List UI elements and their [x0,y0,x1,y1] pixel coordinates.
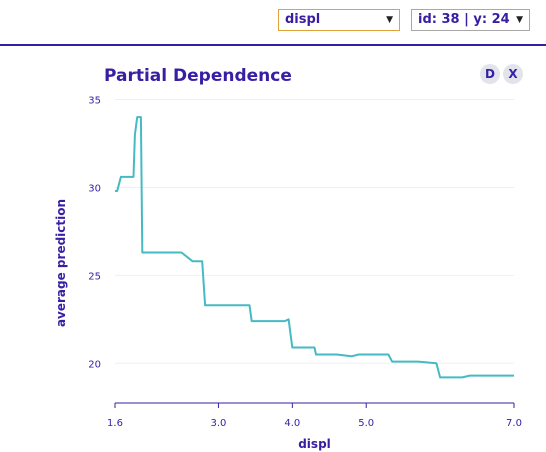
x-tick-label: 3.0 [210,418,226,429]
y-axis-title: average prediction [54,199,68,327]
y-tick-label: 30 [88,183,101,194]
dropdown-arrow-icon: ▼ [386,15,393,25]
d-button[interactable]: D [480,64,500,84]
partial-dependence-line [115,116,514,379]
chart-title: Partial Dependence [104,66,292,86]
x-tick-label: 7.0 [506,418,522,429]
x-tick-label: 1.6 [107,418,123,429]
x-tick-label: 5.0 [358,418,374,429]
observation-select[interactable]: id: 38 | y: 24 ▼ [411,9,530,31]
y-tick-label: 25 [88,271,101,282]
x-tick-label: 4.0 [284,418,300,429]
y-tick-label: 20 [88,359,101,370]
variable-select-value: displ [285,12,321,27]
dropdown-arrow-icon: ▼ [516,15,523,25]
toolbar: displ ▼ id: 38 | y: 24 ▼ [0,0,546,46]
x-axis-title: displ [298,437,331,451]
observation-select-value: id: 38 | y: 24 [418,12,510,27]
variable-select[interactable]: displ ▼ [278,9,400,31]
y-tick-label: 35 [88,96,101,107]
close-button[interactable]: X [503,64,523,84]
